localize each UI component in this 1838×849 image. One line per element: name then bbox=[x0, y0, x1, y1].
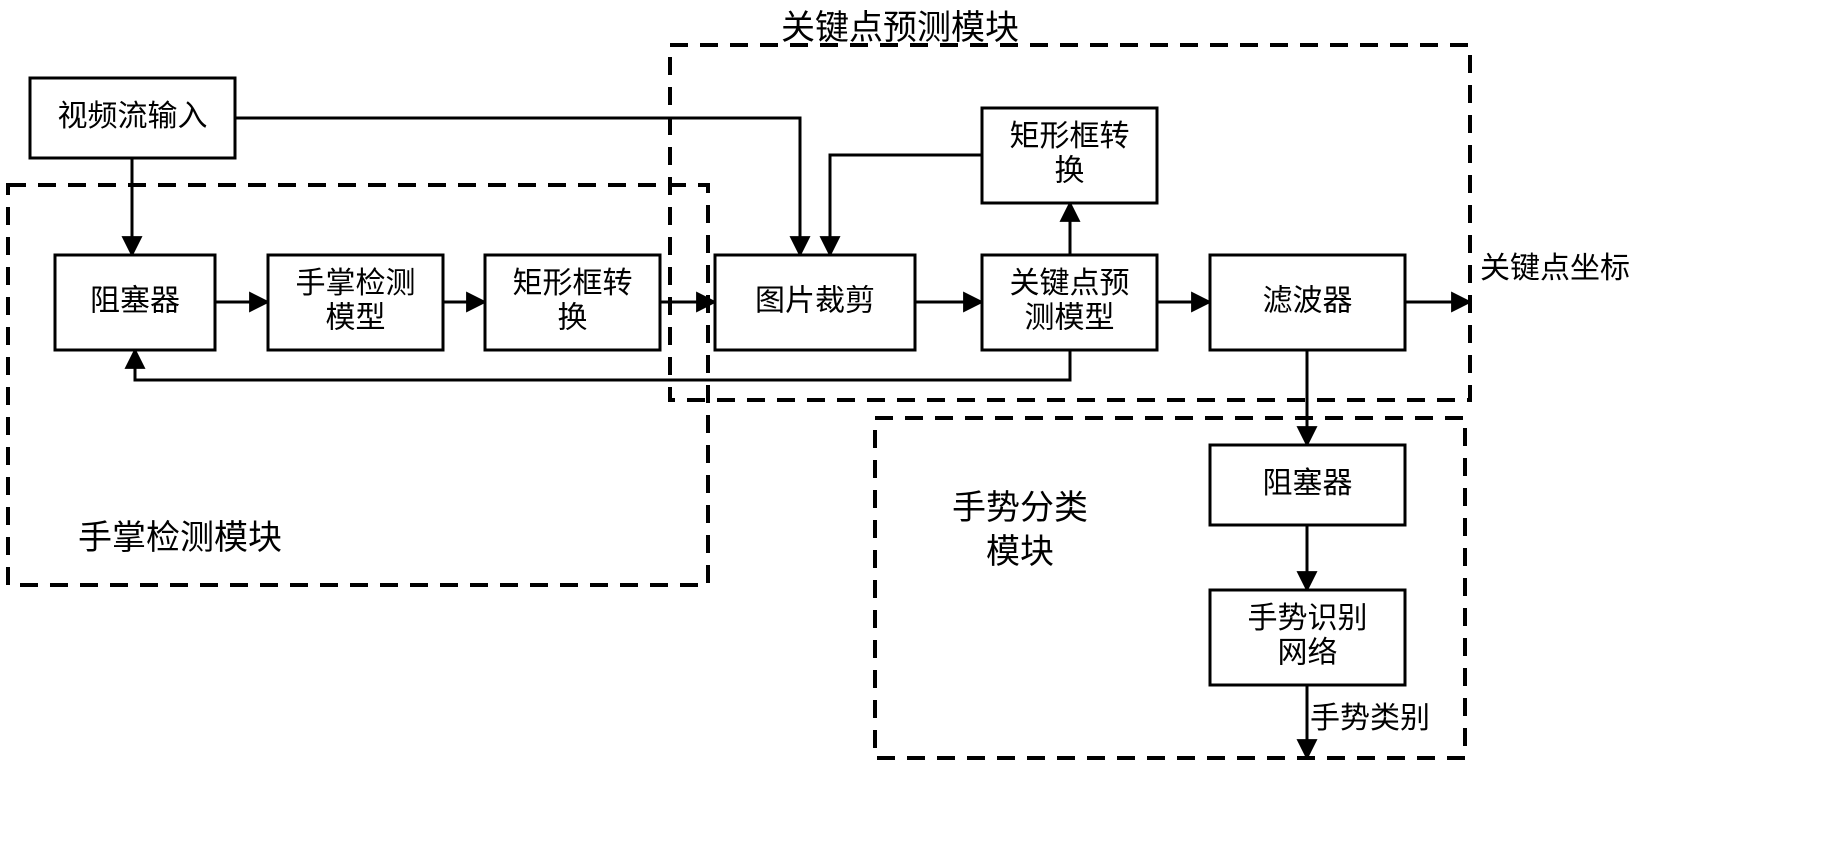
edge-keypoint_model-blocker1 bbox=[135, 350, 1070, 380]
node-blocker2: 阻塞器 bbox=[1210, 445, 1405, 525]
node-rect_conv1: 矩形框转换 bbox=[485, 255, 660, 350]
node-keypoint_model-label: 关键点预 bbox=[1010, 267, 1130, 300]
node-filter: 滤波器 bbox=[1210, 255, 1405, 350]
node-crop-label: 图片裁剪 bbox=[755, 284, 875, 317]
node-palm_model: 手掌检测模型 bbox=[268, 255, 443, 350]
node-rect_conv2-label: 换 bbox=[1055, 155, 1085, 188]
output-keypoint_coords-label: 关键点坐标 bbox=[1480, 252, 1630, 285]
node-gesture_net-label: 网络 bbox=[1278, 637, 1338, 670]
node-gesture_net: 手势识别网络 bbox=[1210, 590, 1405, 685]
node-blocker1-label: 阻塞器 bbox=[90, 284, 180, 317]
module-keypoint_module-label: 关键点预测模块 bbox=[781, 9, 1019, 47]
node-gesture_net-label: 手势识别 bbox=[1248, 602, 1368, 635]
node-keypoint_model-label: 测模型 bbox=[1025, 302, 1115, 335]
module-gesture_module-label: 模块 bbox=[986, 533, 1054, 571]
module-gesture_module-label: 手势分类 bbox=[952, 489, 1088, 527]
node-blocker2-label: 阻塞器 bbox=[1263, 467, 1353, 500]
node-crop: 图片裁剪 bbox=[715, 255, 915, 350]
node-rect_conv2: 矩形框转换 bbox=[982, 108, 1157, 203]
node-filter-label: 滤波器 bbox=[1263, 284, 1353, 317]
flowchart-canvas: 视频流输入阻塞器手掌检测模型矩形框转换图片裁剪关键点预测模型矩形框转换滤波器阻塞… bbox=[0, 0, 1838, 849]
node-rect_conv1-label: 矩形框转 bbox=[513, 267, 633, 300]
edge-rect_conv2-crop bbox=[830, 155, 982, 255]
node-rect_conv1-label: 换 bbox=[558, 302, 588, 335]
node-blocker1: 阻塞器 bbox=[55, 255, 215, 350]
output-gesture_class-label: 手势类别 bbox=[1310, 702, 1430, 735]
node-keypoint_model: 关键点预测模型 bbox=[982, 255, 1157, 350]
node-palm_model-label: 手掌检测 bbox=[296, 267, 416, 300]
module-palm_module-label: 手掌检测模块 bbox=[78, 519, 282, 557]
node-video_in: 视频流输入 bbox=[30, 78, 235, 158]
node-rect_conv2-label: 矩形框转 bbox=[1010, 120, 1130, 153]
node-video_in-label: 视频流输入 bbox=[58, 100, 208, 133]
node-palm_model-label: 模型 bbox=[326, 302, 386, 335]
